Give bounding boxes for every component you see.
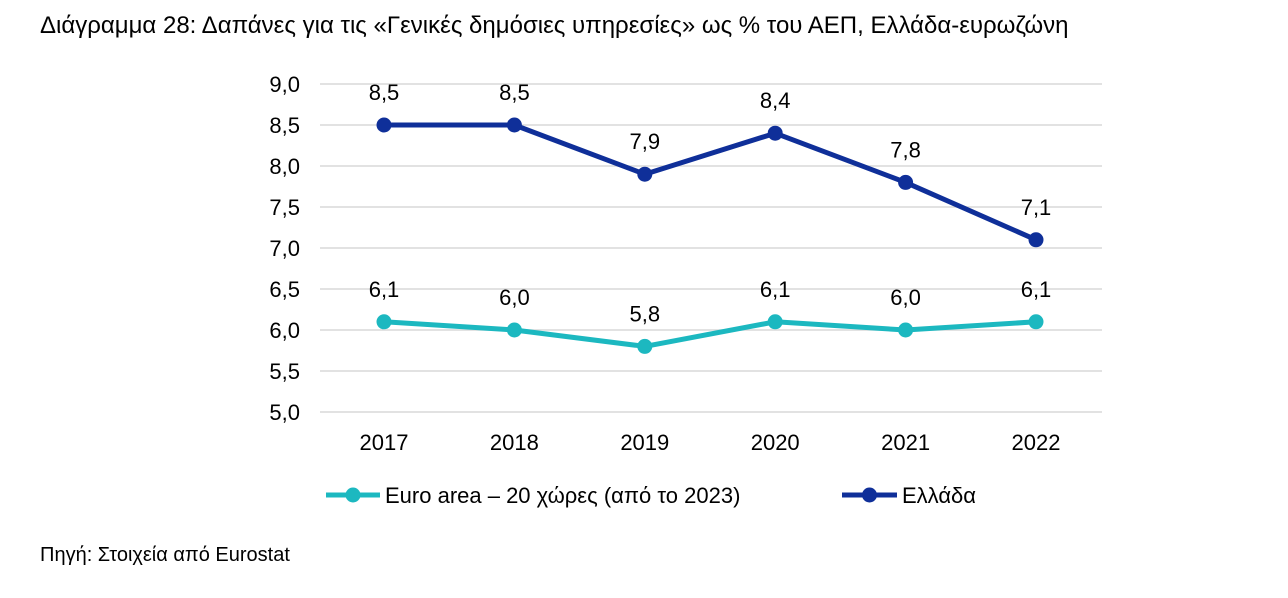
y-tick-label: 7,5: [269, 195, 300, 220]
y-tick-label: 6,5: [269, 277, 300, 302]
data-point: [506, 117, 522, 133]
y-axis-ticks: 5,0 5,5 6,0 6,5 7,0 7,5 8,0 8,5 9,0: [269, 72, 300, 425]
data-point: [637, 338, 653, 354]
data-label: 7,9: [630, 129, 661, 154]
x-tick-label: 2019: [620, 430, 669, 455]
y-tick-label: 7,0: [269, 236, 300, 261]
data-point: [898, 322, 914, 338]
x-axis-ticks: 2017 2018 2019 2020 2021 2022: [360, 430, 1061, 455]
data-labels: 6,1 6,0 5,8 6,1 6,0 6,1 8,5 8,5 7,9 8,4 7,8 7,1: [369, 80, 1052, 326]
data-point: [1028, 314, 1044, 330]
data-point: [1028, 232, 1044, 248]
data-point: [376, 117, 392, 133]
data-label: 7,8: [890, 137, 921, 162]
data-label: 6,1: [1021, 277, 1052, 302]
series-line: [384, 122, 1038, 243]
x-tick-label: 2018: [490, 430, 539, 455]
data-label: 8,5: [499, 80, 530, 105]
data-label: 6,1: [369, 277, 400, 302]
data-point: [637, 166, 653, 182]
data-label: 5,8: [630, 301, 661, 326]
data-point: [767, 314, 783, 330]
data-label: 6,0: [890, 285, 921, 310]
series-lines: [376, 117, 1044, 354]
y-tick-label: 6,0: [269, 318, 300, 343]
y-tick-label: 9,0: [269, 72, 300, 97]
data-label: 8,5: [369, 80, 400, 105]
y-tick-label: 8,0: [269, 154, 300, 179]
legend-label: Euro area – 20 χώρες (από το 2023): [385, 483, 740, 508]
legend-marker: [345, 487, 361, 503]
x-tick-label: 2017: [360, 430, 409, 455]
data-label: 6,1: [760, 277, 791, 302]
data-point: [898, 174, 914, 190]
legend-marker: [862, 487, 877, 503]
source-note: Πηγή: Στοιχεία από Eurostat: [40, 544, 290, 566]
x-tick-label: 2021: [881, 430, 930, 455]
legend: Euro area – 20 χώρες (από το 2023) Ελλάδα: [326, 483, 976, 508]
data-point: [376, 314, 392, 330]
y-tick-label: 5,0: [269, 400, 300, 425]
data-label: 8,4: [760, 88, 791, 113]
gridlines: [320, 83, 1102, 413]
series-line: [383, 319, 1037, 349]
x-tick-label: 2020: [751, 430, 800, 455]
data-label: 6,0: [499, 285, 530, 310]
data-point: [767, 125, 783, 141]
legend-label: Ελλάδα: [902, 483, 976, 508]
chart-title: Διάγραμμα 28: Δαπάνες για τις «Γενικές δ…: [40, 12, 1069, 39]
data-label: 7,1: [1021, 195, 1052, 220]
y-tick-label: 8,5: [269, 113, 300, 138]
data-point: [506, 322, 522, 338]
x-tick-label: 2022: [1012, 430, 1061, 455]
y-tick-label: 5,5: [269, 359, 300, 384]
